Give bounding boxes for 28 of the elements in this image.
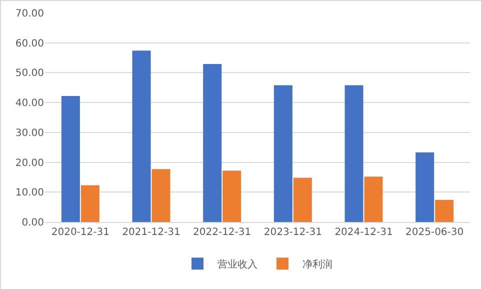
- x-tick-label: 2021-12-31: [122, 227, 180, 238]
- bar: [203, 64, 222, 222]
- x-tick-label: 2022-12-31: [193, 227, 252, 238]
- y-tick-label: 40.00: [15, 98, 44, 110]
- bar: [222, 170, 242, 222]
- bar: [416, 152, 434, 222]
- y-tick-label: 70.00: [15, 8, 44, 20]
- bar: [80, 185, 100, 222]
- y-tick-label: 50.00: [15, 68, 44, 80]
- x-tick-label: 2025-06-30: [406, 227, 464, 238]
- y-tick-label: 20.00: [15, 158, 44, 169]
- bar: [344, 85, 364, 222]
- x-tick-label: 2023-12-31: [264, 227, 322, 238]
- bar: [274, 85, 292, 222]
- bar: [435, 200, 454, 222]
- y-tick-label: 30.00: [15, 128, 44, 139]
- legend-label: 净利润: [302, 258, 332, 271]
- bar: [293, 178, 312, 222]
- y-tick-label: 60.00: [15, 38, 44, 50]
- y-tick-label: 10.00: [15, 188, 44, 199]
- x-tick-label: 2024-12-31: [334, 227, 393, 238]
- bar: [364, 176, 383, 222]
- bar: [61, 96, 80, 222]
- bar: [132, 50, 151, 222]
- legend-label: 营业收入: [218, 258, 258, 271]
- bar: [152, 169, 170, 222]
- y-tick-label: 0.00: [22, 218, 44, 228]
- x-tick-label: 2020-12-31: [51, 227, 110, 238]
